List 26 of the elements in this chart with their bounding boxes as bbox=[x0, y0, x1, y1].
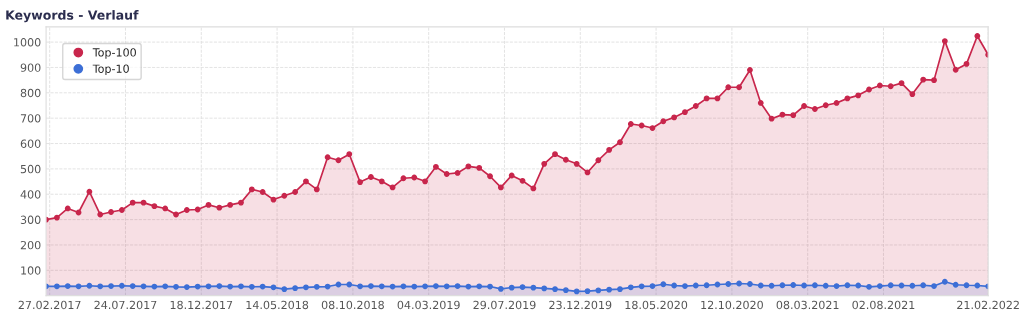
x-tick-label: 29.07.2019 bbox=[473, 300, 536, 310]
x-tick-label: 21.02.2022 bbox=[957, 300, 1019, 310]
x-tick-label: 08.10.2018 bbox=[321, 300, 384, 310]
y-tick-label: 600 bbox=[20, 139, 41, 148]
chart-title: Keywords - Verlauf bbox=[6, 10, 139, 23]
x-tick-label: 04.03.2019 bbox=[397, 300, 460, 310]
y-tick-label: 700 bbox=[20, 114, 41, 123]
y-tick-label: 300 bbox=[20, 215, 41, 224]
legend-label: Top-10 bbox=[92, 64, 129, 76]
y-tick-label: 900 bbox=[20, 63, 41, 72]
x-tick-label: 27.02.2017 bbox=[18, 300, 81, 310]
x-tick-label: 18.12.2017 bbox=[170, 300, 233, 310]
x-tick-label: 12.10.2020 bbox=[701, 300, 763, 310]
legend-label: Top-100 bbox=[92, 48, 136, 59]
x-tick-label: 18.05.2020 bbox=[625, 300, 688, 310]
y-tick-label: 200 bbox=[20, 240, 41, 250]
x-tick-label: 02.08.2021 bbox=[852, 300, 915, 310]
x-tick-label: 14.05.2018 bbox=[246, 300, 309, 310]
x-tick-label: 24.07.2017 bbox=[94, 300, 157, 310]
x-tick-label: 08.03.2021 bbox=[776, 300, 839, 310]
y-tick-label: 1000 bbox=[14, 38, 41, 47]
y-tick-label: 100 bbox=[21, 266, 41, 275]
y-tick-label: 500 bbox=[20, 164, 41, 174]
x-tick-label: 23.12.2019 bbox=[549, 300, 612, 310]
y-tick-label: 800 bbox=[20, 88, 41, 98]
y-tick-label: 400 bbox=[20, 190, 41, 199]
